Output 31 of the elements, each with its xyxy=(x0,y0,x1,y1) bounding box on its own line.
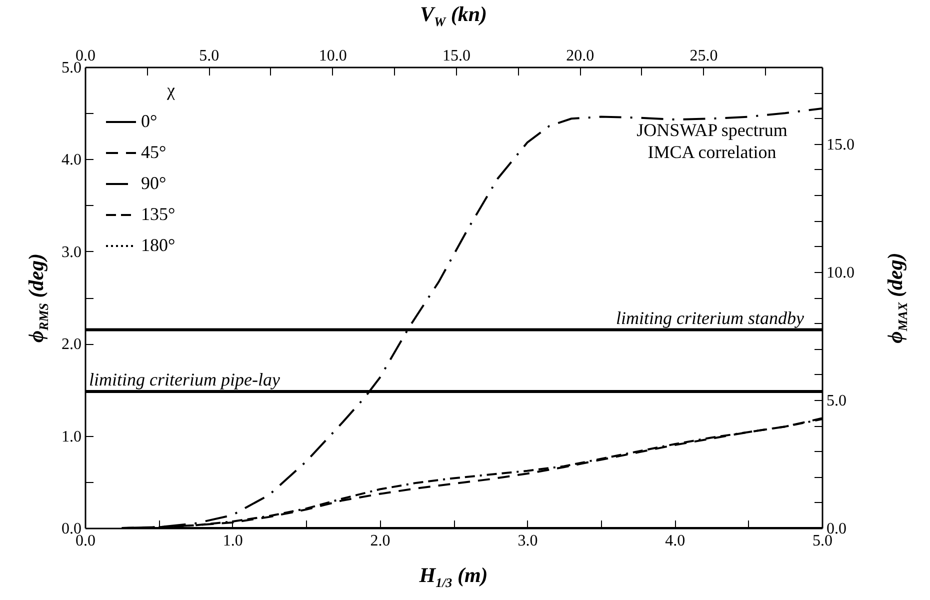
legend-label: 45° xyxy=(141,142,166,162)
y2-tick-label: 5.0 xyxy=(826,392,846,410)
x-tick-label: 3.0 xyxy=(518,532,538,550)
legend-title: χ xyxy=(166,80,175,100)
x-tick-label: 2.0 xyxy=(370,532,390,550)
x2-tick-label: 10.0 xyxy=(318,48,347,64)
y2-tick-label: 10.0 xyxy=(826,264,854,282)
x2-tick-label: 20.0 xyxy=(566,48,594,64)
x2-tick-label: 15.0 xyxy=(442,48,470,64)
y-tick-label: 2.0 xyxy=(62,336,82,354)
legend-label: 135° xyxy=(141,204,176,224)
x2-tick-label: 25.0 xyxy=(690,48,718,64)
y-tick-label: 3.0 xyxy=(62,244,82,261)
annotation: JONSWAP spectrum xyxy=(636,120,788,140)
ref-line-label: limiting criterium pipe-lay xyxy=(89,370,280,390)
ref-line-label: limiting criterium standby xyxy=(616,308,804,328)
x-axis-title: H$_{1/3}$ (m) xyxy=(419,563,488,592)
x2-axis-title: V$_{W}$ (kn) xyxy=(420,2,487,30)
annotation: IMCA correlation xyxy=(648,142,776,162)
x-tick-label: 1.0 xyxy=(222,532,243,550)
x-tick-label: 5.0 xyxy=(812,532,832,550)
y-tick-label: 4.0 xyxy=(62,152,82,169)
x-tick-label: 0.0 xyxy=(76,532,96,550)
legend-label: 180° xyxy=(141,235,176,255)
legend-label: 90° xyxy=(141,173,166,193)
y-tick-label: 1.0 xyxy=(62,428,82,446)
legend-label: 0° xyxy=(141,111,158,131)
x2-tick-label: 5.0 xyxy=(199,48,220,64)
y-tick-label: 5.0 xyxy=(62,60,82,76)
x-tick-label: 4.0 xyxy=(665,532,686,550)
y2-tick-label: 15.0 xyxy=(826,136,854,154)
